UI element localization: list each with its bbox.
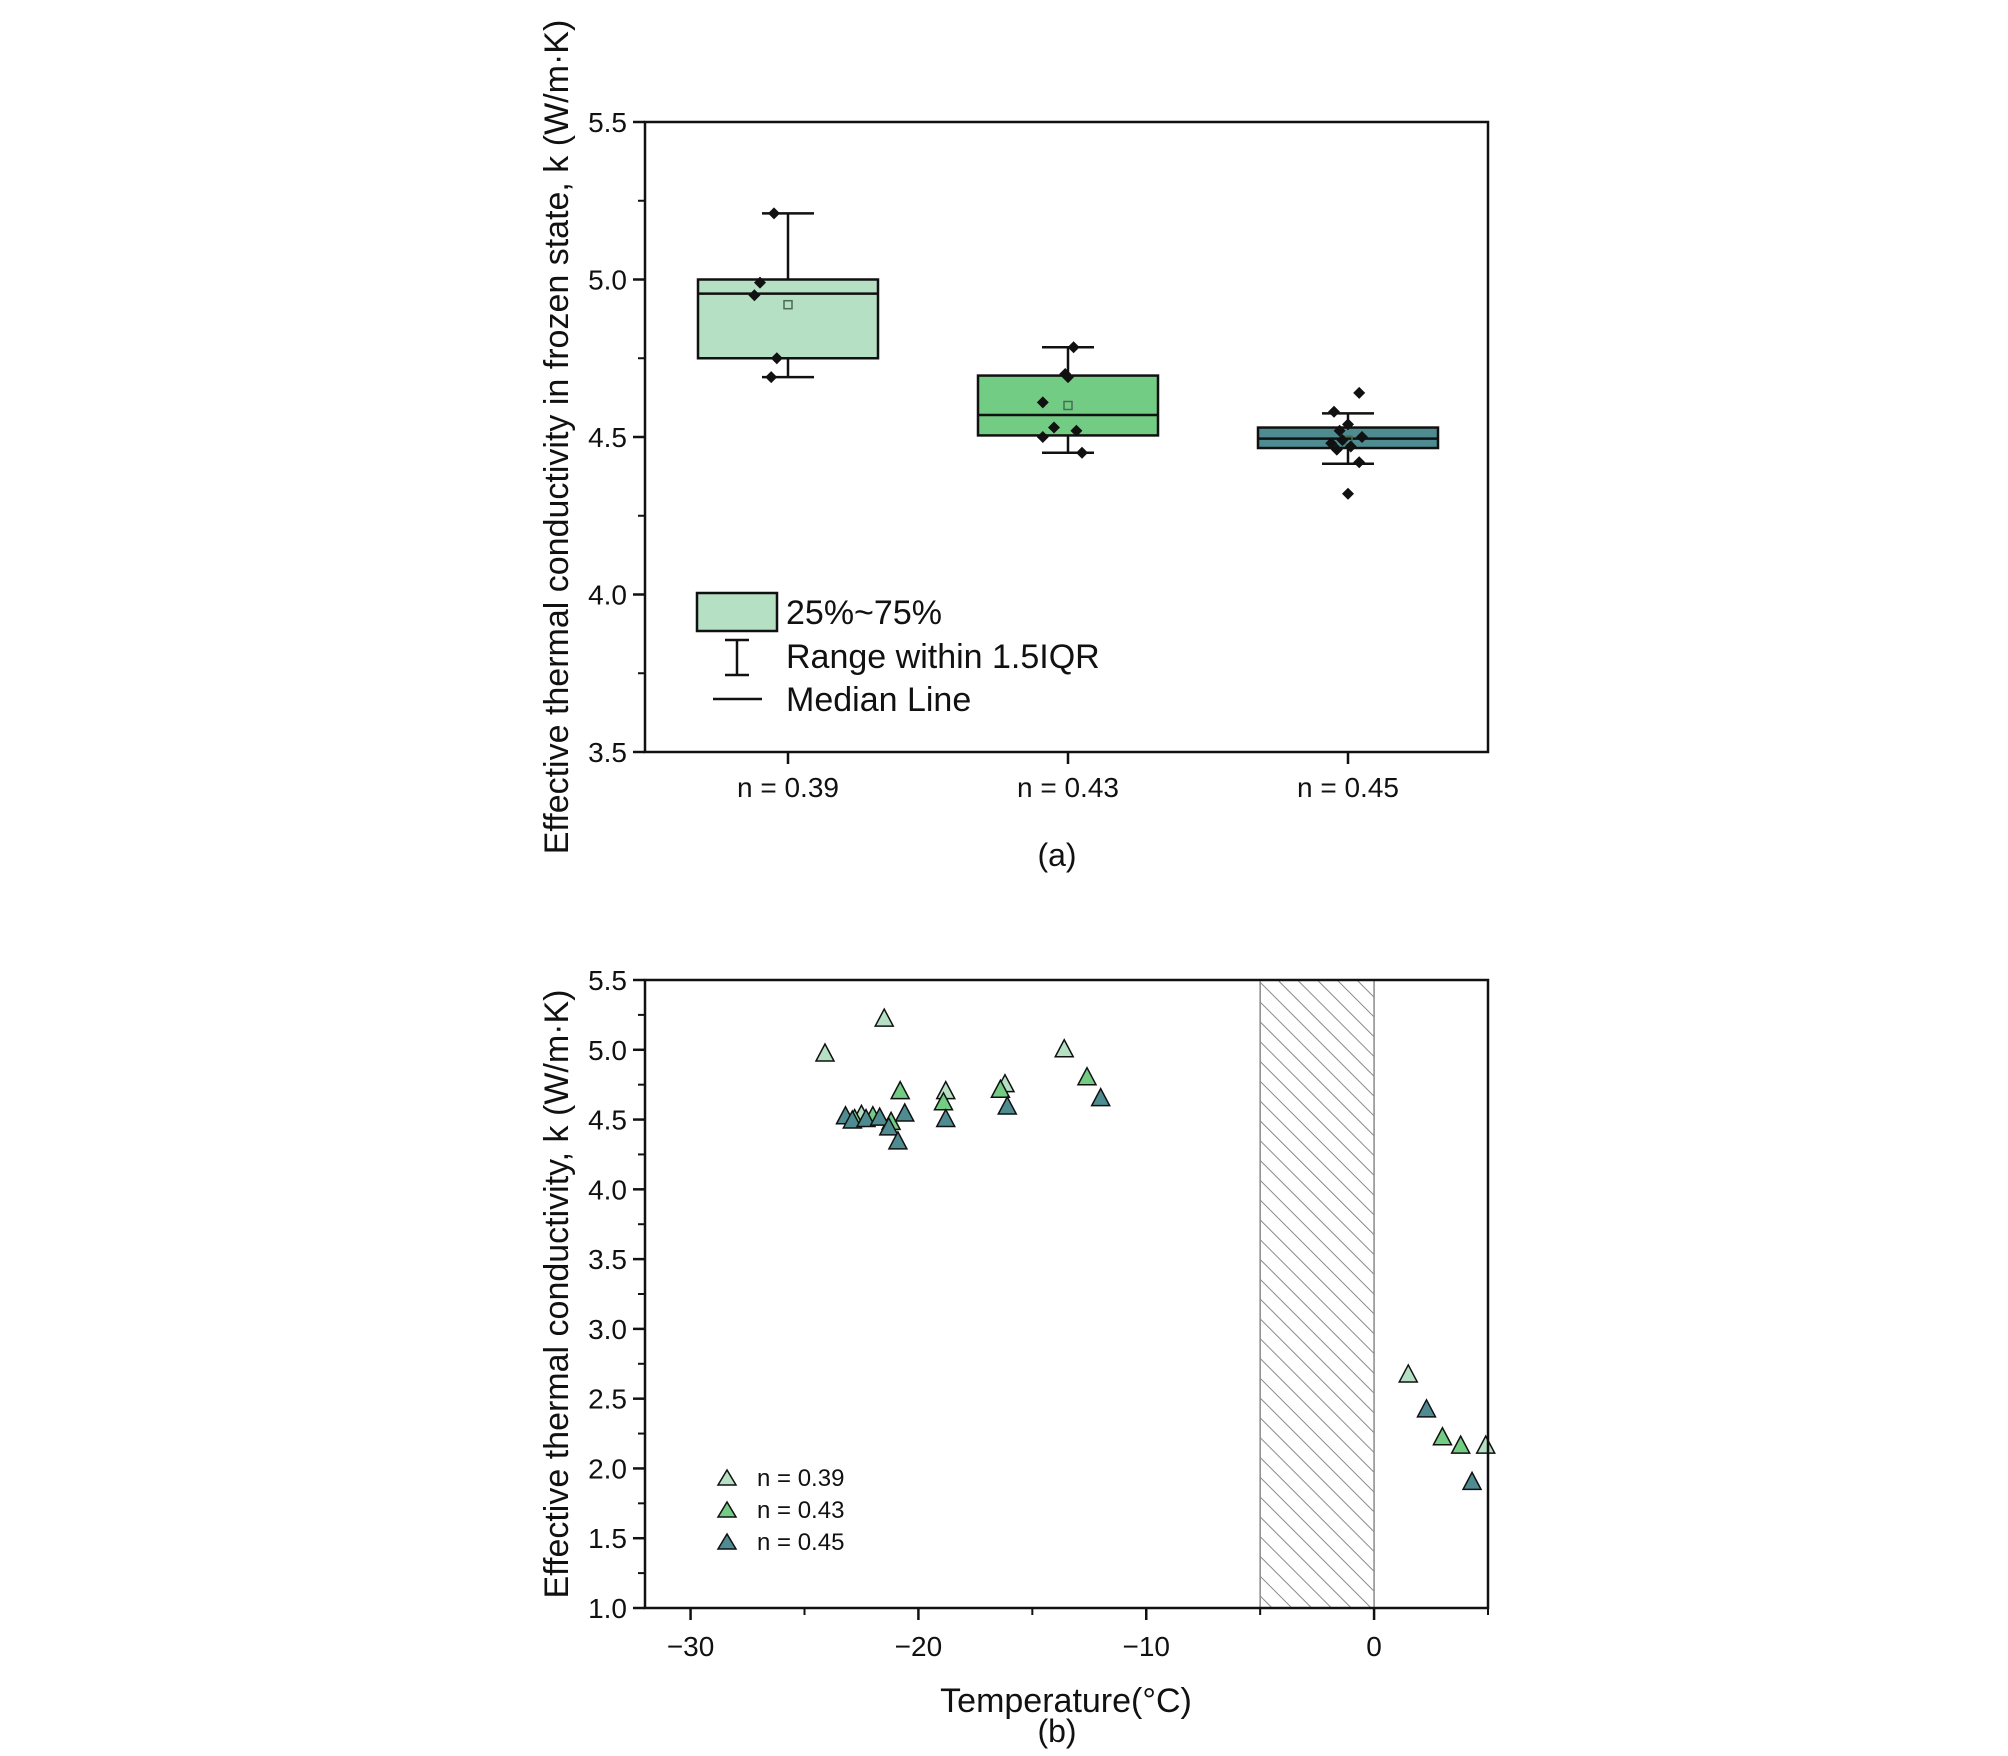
data-point-n039 bbox=[1398, 1363, 1419, 1383]
x-tick-label: n = 0.39 bbox=[737, 772, 839, 803]
y-tick-label: 3.5 bbox=[588, 737, 627, 768]
legend-marker-n045 bbox=[716, 1532, 738, 1550]
data-point bbox=[765, 371, 778, 384]
data-point bbox=[1342, 487, 1354, 500]
data-point-n045 bbox=[842, 1109, 863, 1129]
data-point-n043 bbox=[1432, 1426, 1453, 1446]
legend-box-swatch bbox=[695, 591, 779, 633]
data-point bbox=[1328, 405, 1340, 418]
panel-b-legend: n = 0.39 n = 0.43 n = 0.45 bbox=[716, 1465, 844, 1556]
mean-marker bbox=[1063, 400, 1073, 411]
y-tick-label: 3.5 bbox=[588, 1244, 627, 1275]
panel-a: 3.5 4.0 4.5 5.0 5.5 n = 0.39 n = 0.43 n = 0.45… bbox=[538, 20, 1490, 873]
data-point-n045 bbox=[894, 1102, 915, 1122]
data-point bbox=[768, 207, 780, 220]
panel-a-y-axis-title: Effective thermal conductivity in frozen… bbox=[538, 20, 576, 855]
legend-label-median: Median Line bbox=[786, 681, 971, 719]
y-tick-label: 5.5 bbox=[588, 965, 627, 996]
panel-b-x-ticks: −30 −20 −10 0 bbox=[667, 1608, 1489, 1662]
x-tick-label: −30 bbox=[667, 1631, 715, 1662]
legend-label-n043: n = 0.43 bbox=[757, 1497, 844, 1524]
data-point-n045 bbox=[878, 1116, 900, 1136]
y-tick-label: 2.5 bbox=[588, 1384, 627, 1415]
x-tick-label: n = 0.45 bbox=[1297, 772, 1399, 803]
data-point bbox=[1048, 421, 1060, 434]
y-tick-label: 4.5 bbox=[588, 422, 627, 453]
panel-a-grid-and-marks bbox=[696, 207, 1440, 500]
mean-marker bbox=[783, 299, 793, 310]
data-point-n043 bbox=[1450, 1434, 1471, 1454]
data-point-n039 bbox=[1053, 1038, 1075, 1058]
data-point-n045 bbox=[1090, 1087, 1111, 1107]
y-tick-label: 3.0 bbox=[588, 1314, 627, 1345]
x-tick-label: −10 bbox=[1122, 1631, 1170, 1662]
y-tick-label: 1.5 bbox=[588, 1523, 627, 1554]
panel-b-marks bbox=[814, 1007, 1496, 1491]
data-point-n045 bbox=[935, 1107, 956, 1128]
y-tick-label: 5.5 bbox=[588, 107, 627, 138]
shaded-transition-region bbox=[1259, 979, 1375, 1609]
panel-a-legend: 25%~75% Range within 1.5IQR Median Line bbox=[695, 591, 1100, 719]
data-point-n043 bbox=[990, 1078, 1011, 1098]
data-point-n045 bbox=[869, 1106, 890, 1126]
data-point-n039 bbox=[1475, 1434, 1496, 1454]
panel-b: 1.0 1.5 2.0 2.5 3.0 3.5 4.0 4.5 5.0 5.5 −30 −20 −10… bbox=[538, 965, 1496, 1749]
data-point bbox=[748, 289, 761, 302]
panel-a-label: (a) bbox=[1037, 837, 1076, 873]
legend-whisker-swatch bbox=[725, 638, 749, 677]
data-point-n043 bbox=[1076, 1066, 1098, 1086]
data-point-n045 bbox=[887, 1130, 909, 1150]
panel-b-label: (b) bbox=[1037, 1713, 1076, 1749]
y-tick-label: 2.0 bbox=[588, 1453, 627, 1484]
box-1 bbox=[976, 374, 1160, 437]
data-point bbox=[1356, 431, 1368, 443]
data-point-n045 bbox=[997, 1095, 1018, 1115]
data-point-n039 bbox=[814, 1042, 836, 1062]
panel-b-y-axis-title: Effective thermal conductivity, k (W/m·K… bbox=[538, 990, 576, 1599]
panel-b-x-axis-title: Temperature(°C) bbox=[940, 1682, 1192, 1720]
panel-a-y-ticks: 3.5 4.0 4.5 5.0 5.5 bbox=[588, 107, 645, 768]
legend-label-n039: n = 0.39 bbox=[757, 1465, 844, 1492]
y-tick-label: 1.0 bbox=[588, 1593, 627, 1624]
data-point bbox=[1067, 341, 1080, 354]
data-point bbox=[1342, 418, 1354, 431]
data-point-n045 bbox=[1416, 1398, 1437, 1418]
box-0 bbox=[696, 278, 880, 360]
y-tick-label: 4.0 bbox=[588, 1174, 627, 1205]
y-tick-label: 5.0 bbox=[588, 1035, 627, 1066]
data-point bbox=[770, 352, 783, 365]
data-point bbox=[1076, 446, 1088, 459]
data-point-n045 bbox=[1461, 1470, 1483, 1491]
data-point bbox=[1070, 424, 1083, 437]
data-point bbox=[1062, 371, 1074, 384]
data-point bbox=[1036, 431, 1049, 443]
data-point-n039 bbox=[873, 1007, 895, 1027]
data-point bbox=[1344, 440, 1357, 453]
data-point-n043 bbox=[933, 1091, 954, 1111]
y-tick-label: 4.0 bbox=[588, 580, 627, 611]
legend-marker-n043 bbox=[716, 1500, 738, 1518]
data-point bbox=[754, 276, 766, 289]
x-tick-label: n = 0.43 bbox=[1017, 772, 1119, 803]
data-point bbox=[1353, 386, 1366, 399]
x-tick-label: 0 bbox=[1366, 1631, 1382, 1662]
panel-b-y-ticks: 1.0 1.5 2.0 2.5 3.0 3.5 4.0 4.5 5.0 5.5 bbox=[588, 965, 645, 1624]
legend-label-range: Range within 1.5IQR bbox=[786, 638, 1100, 676]
panel-a-x-ticks: n = 0.39 n = 0.43 n = 0.45 bbox=[737, 752, 1399, 803]
data-point-n045 bbox=[855, 1107, 877, 1128]
y-tick-label: 4.5 bbox=[588, 1105, 627, 1136]
data-point bbox=[1036, 396, 1049, 409]
x-tick-label: −20 bbox=[895, 1631, 943, 1662]
data-point bbox=[1336, 434, 1349, 447]
data-point bbox=[1333, 424, 1346, 437]
y-tick-label: 5.0 bbox=[588, 265, 627, 296]
data-point-n043 bbox=[889, 1080, 911, 1100]
legend-label-quartile: 25%~75% bbox=[786, 594, 942, 632]
legend-marker-n039 bbox=[716, 1468, 738, 1486]
data-point bbox=[1353, 456, 1366, 469]
legend-label-n045: n = 0.45 bbox=[757, 1529, 844, 1556]
data-point bbox=[1330, 443, 1343, 456]
